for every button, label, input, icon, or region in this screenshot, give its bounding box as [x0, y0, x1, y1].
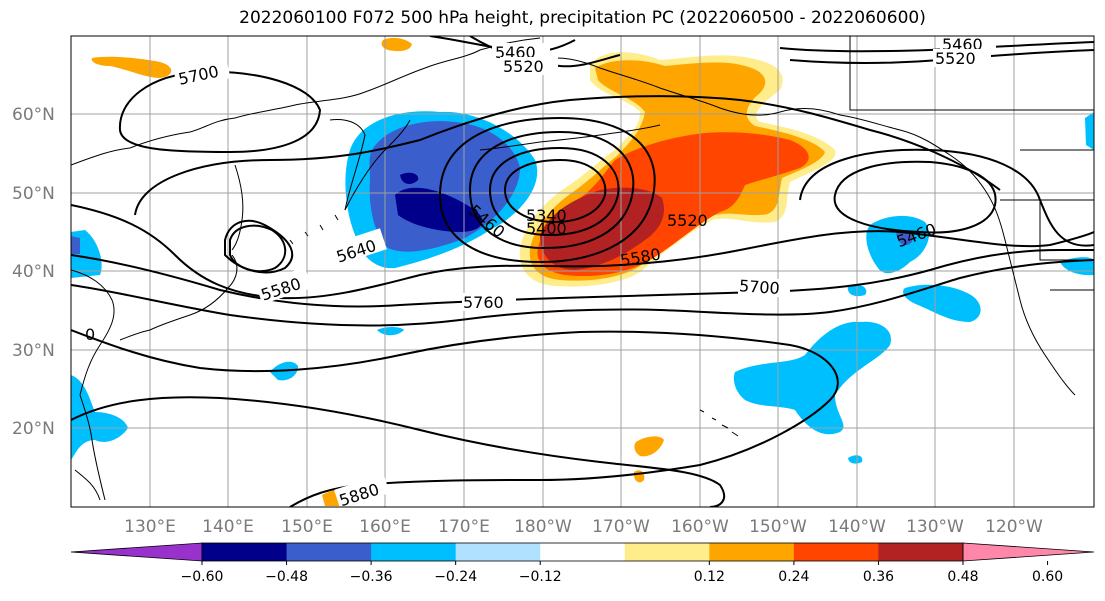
- precip-negative-area: [1085, 112, 1094, 150]
- lat-label: 50°N: [12, 184, 55, 204]
- precip-negative-area: [71, 375, 128, 460]
- colorbar-extend-min: [70, 542, 203, 562]
- colorbar-segment: [540, 543, 626, 561]
- colorbar-outline: [201, 542, 964, 562]
- lon-label: 140°E: [202, 517, 254, 537]
- lon-label: 160°E: [359, 517, 411, 537]
- colorbar-segment: [455, 543, 541, 561]
- longitude-labels: 130°E 140°E 150°E 160°E 170°E 180°W 170°…: [124, 517, 1043, 537]
- latitude-labels: 60°N 50°N 40°N 30°N 20°N: [12, 105, 55, 439]
- precip-negative-area: [866, 215, 930, 274]
- colorbar-tick-label: −0.48: [265, 569, 308, 585]
- colorbar-segment: [286, 543, 372, 561]
- colorbar-tick-label: 0.12: [694, 569, 725, 585]
- map-border: [70, 35, 1095, 508]
- precip-negative-area: [903, 284, 981, 322]
- contour-label: 5700: [738, 276, 780, 298]
- colorbar-segment: [371, 543, 457, 561]
- precip-negative-area: [377, 327, 404, 336]
- precip-negative-area: [896, 230, 913, 246]
- colorbar-tick-label: −0.24: [434, 569, 477, 585]
- colorbar-tick-label: 0.36: [863, 569, 894, 585]
- map-title: 2022060100 F072 500 hPa height, precipit…: [239, 8, 926, 28]
- colorbar-tick-label: 0.24: [778, 569, 809, 585]
- lat-label: 60°N: [12, 105, 55, 125]
- colorbar-tick-label: −0.60: [181, 569, 224, 585]
- lat-label: 20°N: [12, 419, 55, 439]
- lon-label: 170°E: [438, 517, 490, 537]
- lon-label: 180°W: [514, 517, 572, 537]
- lat-label: 40°N: [12, 262, 55, 282]
- colorbar-extend-max: [962, 542, 1095, 562]
- contour-label: 5760: [463, 293, 504, 312]
- precip-positive-area: [381, 37, 412, 52]
- colorbar-segment: [624, 543, 710, 561]
- colorbar-tick-label: 0.48: [947, 569, 978, 585]
- precip-negative-area: [400, 172, 419, 185]
- contour-label: 5340: [526, 206, 567, 225]
- height-contours: [71, 36, 1094, 507]
- colorbar-tick-label: −0.12: [519, 569, 562, 585]
- colorbar-segment: [202, 543, 288, 561]
- lon-label: 160°W: [671, 517, 729, 537]
- lon-label: 150°E: [281, 517, 333, 537]
- contour-label: 5520: [503, 57, 544, 76]
- lon-label: 130°W: [906, 517, 964, 537]
- precip-positive-area: [91, 56, 172, 78]
- colorbar-segment: [709, 543, 795, 561]
- colorbar-segment: [793, 543, 879, 561]
- lon-label: 130°E: [124, 517, 176, 537]
- lat-label: 30°N: [12, 341, 55, 361]
- colorbar-tick-label: −0.36: [350, 569, 393, 585]
- contour-label: 5520: [935, 49, 976, 68]
- lon-label: 140°W: [828, 517, 886, 537]
- contour-label: 0: [85, 325, 95, 344]
- precip-negative-area: [395, 187, 483, 232]
- precip-negative-area: [848, 455, 863, 464]
- precip-positive-area: [540, 187, 665, 270]
- lon-label: 150°W: [749, 517, 807, 537]
- colorbar-tick-label: 0.60: [1032, 569, 1063, 585]
- colorbar-segment: [878, 543, 964, 561]
- lon-label: 170°W: [592, 517, 650, 537]
- colorbar: −0.60 −0.48 −0.36 −0.24 −0.12 0.12 0.24 0.36 0.4…: [70, 542, 1095, 585]
- precip-positive-area: [634, 436, 664, 457]
- precip-negative-area: [71, 236, 80, 254]
- contour-label: 5400: [526, 219, 567, 238]
- contour-label: 5520: [667, 211, 708, 230]
- lon-label: 120°W: [985, 517, 1043, 537]
